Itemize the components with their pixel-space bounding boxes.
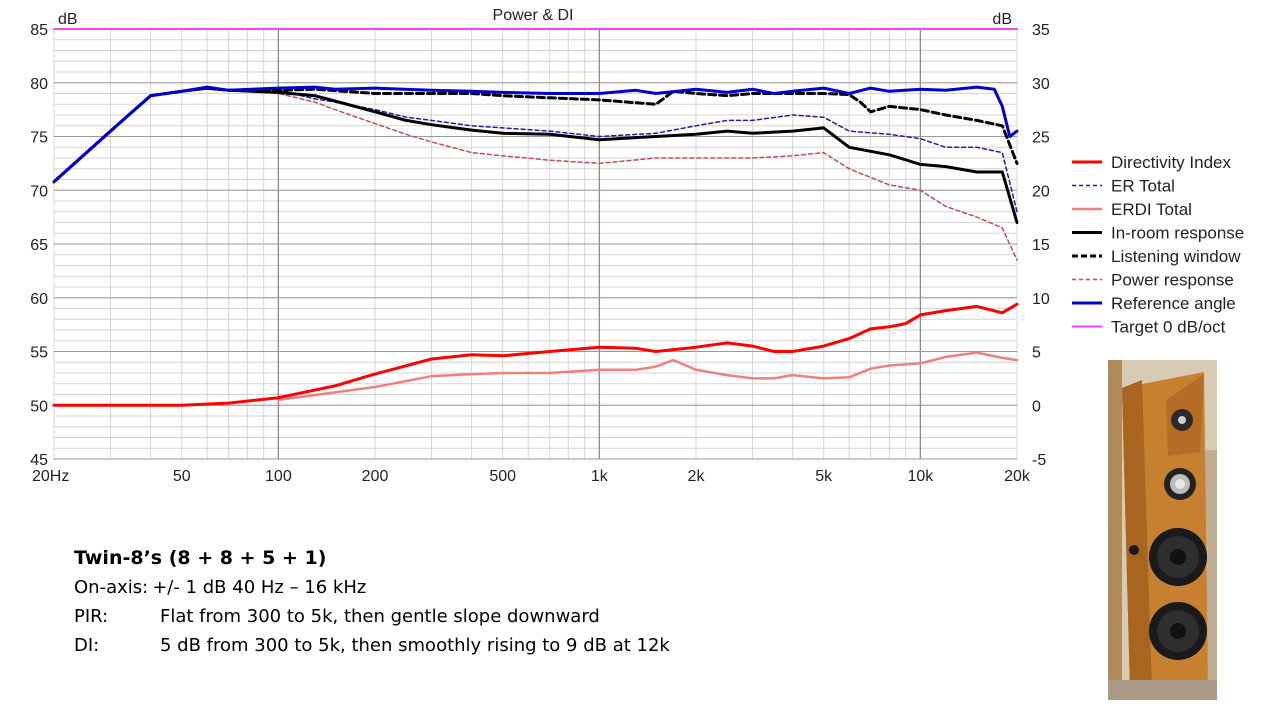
series-line-erdi-total [277,351,1019,402]
left-y-axis-tick-labels: 45 50 55 60 65 70 75 80 85 [30,22,48,469]
caption-line-on-axis: On-axis: +/- 1 dB 40 Hz – 16 kHz [74,573,974,602]
caption-text: +/- 1 dB 40 Hz – 16 kHz [152,577,367,598]
left-y-tick-label: 65 [30,237,48,254]
left-y-tick-label: 80 [30,76,48,93]
series-line-er-total [53,87,1018,213]
left-y-tick-label: 70 [30,183,48,200]
right-y-tick-label: 15 [1032,237,1050,254]
legend-entry: Listening window [1111,247,1241,266]
caption-text: 5 dB from 300 to 5k, then smoothly risin… [160,635,670,656]
speaker-photo [1108,360,1217,700]
x-tick-label: 20k [1004,468,1031,485]
caption-line-di: DI: 5 dB from 300 to 5k, then smoothly r… [74,631,974,660]
left-y-tick-label: 85 [30,22,48,39]
caption-line-pir: PIR: Flat from 300 to 5k, then gentle sl… [74,602,974,631]
legend-entry: Target 0 dB/oct [1111,318,1226,337]
left-y-tick-label: 55 [30,345,48,362]
legend-entry: In-room response [1111,224,1244,243]
speaker-illustration [1108,360,1217,700]
legend-entry: Directivity Index [1111,153,1231,172]
x-tick-label: 10k [907,468,934,485]
caption-block: Twin-8’s (8 + 8 + 5 + 1) On-axis: +/- 1 … [74,544,974,660]
right-y-tick-label: 5 [1032,345,1041,362]
right-y-tick-label: 20 [1032,183,1050,200]
series-line-power-response [53,87,1018,261]
left-y-tick-label: 50 [30,398,48,415]
right-y-axis-label: dB [992,11,1012,28]
left-y-tick-label: 75 [30,130,48,147]
caption-label: On-axis: [74,577,149,598]
x-tick-label: 2k [688,468,706,485]
right-y-tick-label: 10 [1032,291,1050,308]
right-y-tick-label: 25 [1032,130,1050,147]
series-line-reference-angle [52,85,1019,184]
caption-label: PIR: [74,606,109,627]
legend-entry: ER Total [1111,177,1175,196]
left-y-axis-label: dB [58,11,78,28]
caption-label: DI: [74,635,100,656]
right-y-tick-label: 0 [1032,398,1041,415]
x-axis-tick-labels: 20Hz 50 100 200 500 1k 2k 5k 10k 20k [32,468,1031,485]
right-y-tick-label: 30 [1032,76,1050,93]
power-di-chart: 20Hz 50 100 200 500 1k 2k 5k 10k 20k 455055606570… [30,7,1244,485]
chart-title: Power & DI [493,7,574,24]
x-tick-label: 100 [265,468,292,485]
x-tick-label: 1k [591,468,609,485]
x-tick-label: 20Hz [32,468,69,485]
left-y-tick-label: 60 [30,291,48,308]
right-y-tick-label: -5 [1032,452,1046,469]
left-y-tick-label: 45 [30,452,48,469]
right-y-axis-tick-labels: -5 0 5 10 15 20 25 30 35 [1032,22,1050,469]
caption-text: Flat from 300 to 5k, then gentle slope d… [160,606,600,627]
series-line-directivity-index [52,302,1019,407]
x-tick-label: 5k [815,468,833,485]
caption-title: Twin-8’s (8 + 8 + 5 + 1) [74,547,327,569]
right-y-tick-label: 35 [1032,22,1050,39]
legend-entry: Reference angle [1111,294,1236,313]
x-tick-label: 500 [489,468,516,485]
legend-entry: ERDI Total [1111,200,1192,219]
chart-legend: Directivity Index ER Total ERDI Total In-ro… [1072,153,1244,337]
series-lines [52,28,1019,407]
x-tick-label: 50 [173,468,191,485]
legend-entry: Power response [1111,271,1234,290]
x-tick-label: 200 [362,468,389,485]
